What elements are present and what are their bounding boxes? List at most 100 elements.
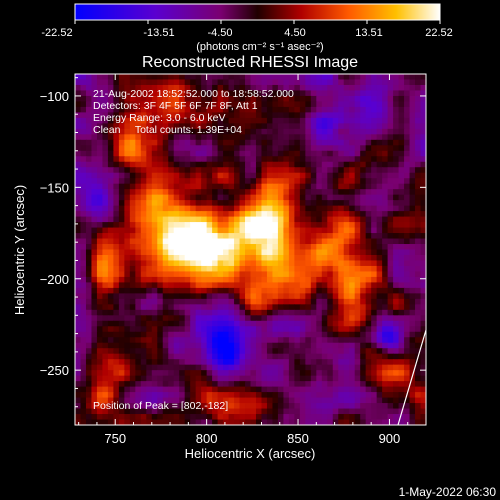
heatmap-cell xyxy=(310,392,317,399)
heatmap-cell xyxy=(404,233,411,240)
heatmap-cell xyxy=(382,189,389,196)
heatmap-cell xyxy=(107,106,114,113)
heatmap-cell xyxy=(299,117,306,124)
heatmap-cell xyxy=(305,205,312,212)
heatmap-cell xyxy=(404,200,411,207)
heatmap-cell xyxy=(168,172,175,179)
heatmap-cell xyxy=(338,386,345,393)
heatmap-cell xyxy=(272,139,279,146)
heatmap-cell xyxy=(371,326,378,333)
heatmap-cell xyxy=(129,359,136,366)
heatmap-cell xyxy=(157,364,164,371)
heatmap-cell xyxy=(321,287,328,294)
heatmap-cell xyxy=(140,194,147,201)
heatmap-cell xyxy=(393,331,400,338)
heatmap-cell xyxy=(96,216,104,223)
heatmap-cell xyxy=(195,265,202,273)
heatmap-cell xyxy=(294,403,301,410)
heatmap-cell xyxy=(162,282,169,289)
heatmap-cell xyxy=(206,287,213,294)
heatmap-cell xyxy=(102,161,109,168)
heatmap-cell xyxy=(409,309,416,316)
heatmap-cell xyxy=(343,249,350,256)
heatmap-cell xyxy=(85,309,93,316)
heatmap-cell xyxy=(404,397,411,404)
heatmap-cell xyxy=(173,276,180,283)
heatmap-cell xyxy=(266,134,274,141)
heatmap-cell xyxy=(288,342,295,349)
heatmap-cell xyxy=(91,189,98,196)
heatmap-cell xyxy=(305,375,312,382)
heatmap-cell xyxy=(184,249,191,256)
heatmap-cell xyxy=(75,414,82,421)
heatmap-cell xyxy=(190,117,197,124)
heatmap-cell xyxy=(343,74,350,81)
heatmap-cell xyxy=(305,172,312,179)
heatmap-cell xyxy=(365,112,372,119)
heatmap-cell xyxy=(294,84,301,92)
heatmap-cell xyxy=(371,156,378,163)
heatmap-cell xyxy=(371,386,378,393)
heatmap-cell xyxy=(365,392,372,399)
heatmap-cell xyxy=(382,364,389,371)
heatmap-cell xyxy=(305,145,312,152)
heatmap-cell xyxy=(332,90,339,97)
heatmap-cell xyxy=(277,101,284,108)
heatmap-cell xyxy=(162,117,169,124)
heatmap-cell xyxy=(332,145,339,152)
heatmap-cell xyxy=(135,106,142,113)
heatmap-cell xyxy=(75,326,82,333)
heatmap-cell xyxy=(212,265,219,273)
heatmap-cell xyxy=(129,150,136,157)
heatmap-cell xyxy=(201,139,208,146)
heatmap-cell xyxy=(393,95,400,103)
heatmap-cell xyxy=(245,156,252,163)
heatmap-cell xyxy=(332,326,339,333)
heatmap-cell xyxy=(305,282,312,289)
heatmap-cell xyxy=(338,348,345,355)
heatmap-cell xyxy=(272,233,279,240)
heatmap-cell xyxy=(102,189,109,196)
heatmap-cell xyxy=(75,403,82,410)
heatmap-cell xyxy=(102,337,109,344)
heatmap-cell xyxy=(201,244,208,251)
heatmap-cell xyxy=(129,161,136,168)
heatmap-cell xyxy=(420,211,426,218)
heatmap-cell xyxy=(124,326,131,333)
heatmap-cell xyxy=(409,337,416,344)
heatmap-cell xyxy=(310,397,317,404)
heatmap-cell xyxy=(234,348,241,355)
heatmap-cell xyxy=(173,364,180,371)
heatmap-cell xyxy=(135,293,142,300)
heatmap-cell xyxy=(135,414,142,421)
heatmap-cell xyxy=(415,95,422,103)
heatmap-cell xyxy=(376,222,383,229)
heatmap-cell xyxy=(255,353,263,360)
heatmap-cell xyxy=(305,139,312,146)
heatmap-cell xyxy=(239,397,246,404)
heatmap-cell xyxy=(310,249,317,256)
heatmap-cell xyxy=(102,139,109,146)
heatmap-cell xyxy=(91,309,98,316)
heatmap-cell xyxy=(415,167,422,174)
heatmap-cell xyxy=(157,370,164,377)
heatmap-cell xyxy=(310,260,317,267)
heatmap-cell xyxy=(272,161,279,168)
heatmap-cell xyxy=(129,156,136,163)
heatmap-cell xyxy=(360,276,367,283)
heatmap-cell xyxy=(294,139,301,146)
heatmap-cell xyxy=(349,364,356,371)
heatmap-cell xyxy=(201,156,208,163)
heatmap-cell xyxy=(195,227,202,234)
heatmap-cell xyxy=(272,348,279,355)
heatmap-cell xyxy=(354,222,361,229)
heatmap-cell xyxy=(310,84,317,92)
heatmap-cell xyxy=(80,200,87,207)
heatmap-cell xyxy=(129,271,136,278)
heatmap-cell xyxy=(338,260,345,267)
heatmap-cell xyxy=(415,298,422,305)
heatmap-cell xyxy=(195,276,202,283)
heatmap-cell xyxy=(140,265,147,273)
heatmap-cell xyxy=(365,227,372,234)
heatmap-cell xyxy=(190,392,197,399)
